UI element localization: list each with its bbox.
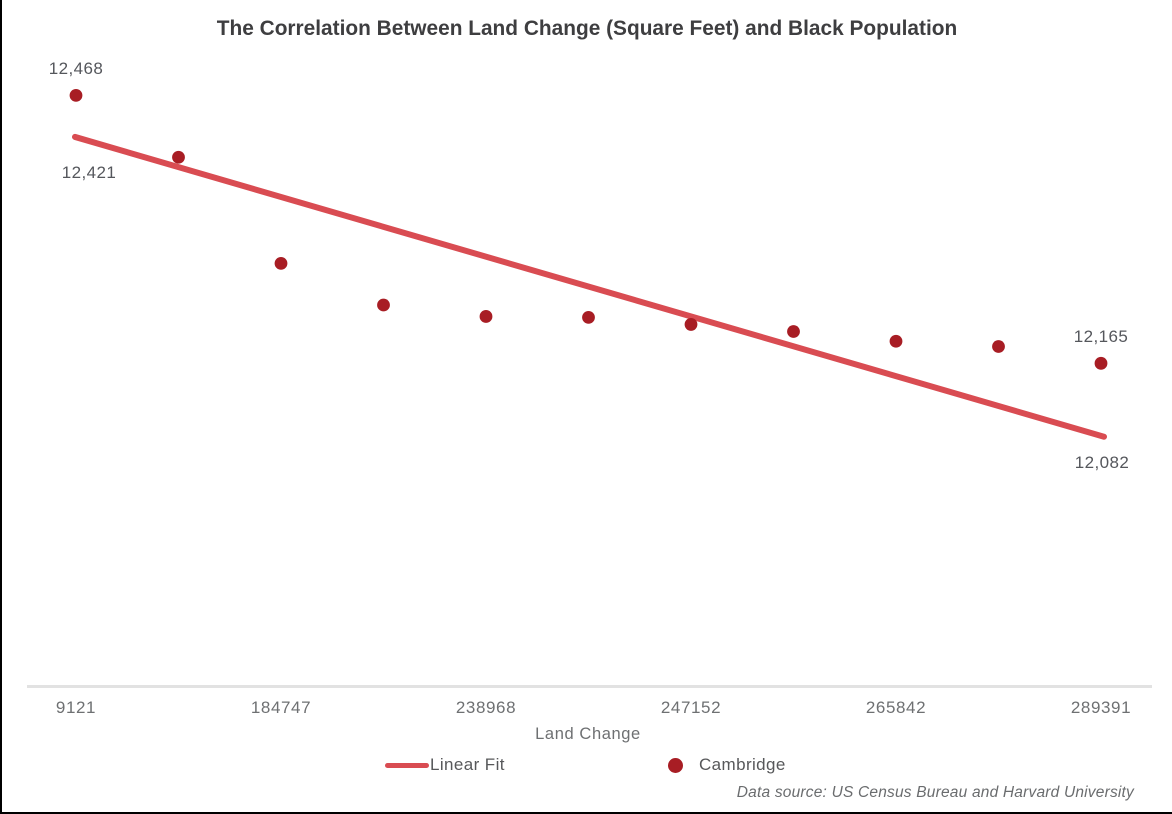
data-point-cambridge[interactable] [1094,356,1108,370]
x-tick-label: 247152 [660,698,722,717]
data-point-cambridge[interactable] [889,334,903,348]
legend-item-cambridge[interactable]: Cambridge [668,755,786,774]
point-value-label: 12,165 [1073,327,1129,347]
linear-fit-legend-swatch-icon [385,762,429,768]
fit-start-label: 12,421 [61,162,117,182]
x-tick-label: 9121 [55,698,97,717]
data-point-cambridge[interactable] [992,340,1005,353]
point-value-label: 12,468 [48,59,104,79]
linear-fit-line [72,133,1107,440]
legend-label-cambridge: Cambridge [699,755,786,774]
source-note: Data source: US Census Bureau and Harvar… [736,784,1134,801]
data-point-cambridge[interactable] [479,310,493,323]
fit-end-label: 12,082 [1074,452,1130,472]
x-axis-line [27,685,1152,688]
x-tick-label: 265842 [865,698,927,717]
legend-label-linear-fit: Linear Fit [430,755,505,774]
data-point-cambridge[interactable] [172,150,185,164]
data-point-cambridge[interactable] [582,310,595,324]
data-point-cambridge[interactable] [787,325,800,338]
data-point-cambridge[interactable] [274,256,288,270]
data-point-cambridge[interactable] [69,88,83,102]
legend-item-linear-fit[interactable]: Linear Fit [385,755,505,774]
chart-title: The Correlation Between Land Change (Squ… [216,16,958,40]
x-tick-label: 289391 [1070,698,1132,717]
cambridge-legend-dot-icon [668,757,683,773]
data-point-cambridge[interactable] [377,298,390,312]
x-tick-label: 184747 [250,698,312,717]
data-point-cambridge[interactable] [684,318,698,331]
x-axis-title: Land Change [535,725,641,743]
x-tick-label: 238968 [455,698,517,717]
